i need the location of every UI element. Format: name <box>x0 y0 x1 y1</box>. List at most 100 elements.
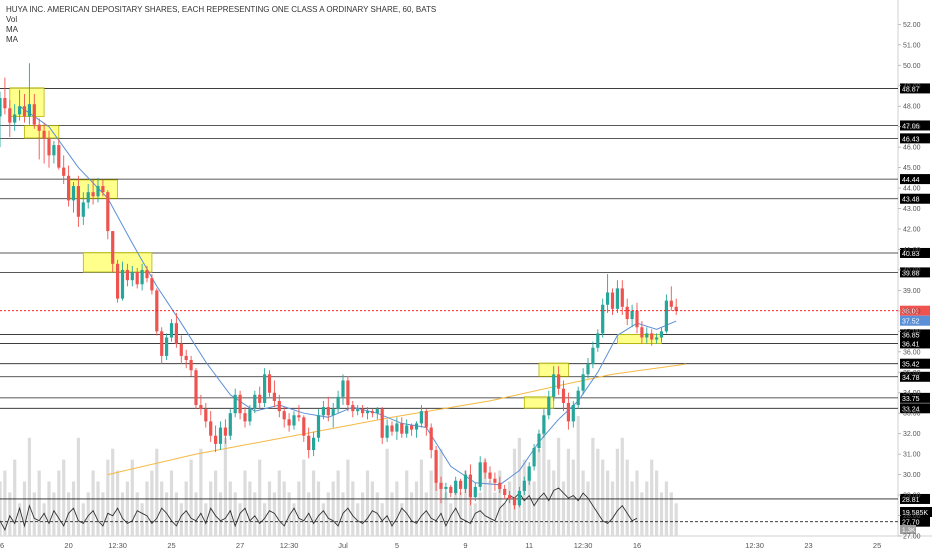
candle-body[interactable] <box>370 411 374 414</box>
candle-body[interactable] <box>282 411 286 420</box>
candle-body[interactable] <box>341 380 345 397</box>
candle-body[interactable] <box>351 405 355 412</box>
candle-body[interactable] <box>463 474 468 489</box>
candle-body[interactable] <box>586 364 590 375</box>
candle-body[interactable] <box>591 347 595 365</box>
candle-body[interactable] <box>405 425 409 434</box>
candle-body[interactable] <box>346 380 350 406</box>
candle-body[interactable] <box>561 388 566 403</box>
candle-body[interactable] <box>434 450 438 483</box>
candle-body[interactable] <box>571 405 575 422</box>
candle-body[interactable] <box>581 374 585 391</box>
candle-body[interactable] <box>86 192 90 203</box>
candle-body[interactable] <box>395 423 399 432</box>
candle-body[interactable] <box>312 437 316 451</box>
candle-body[interactable] <box>272 392 276 401</box>
candle-body[interactable] <box>356 409 360 412</box>
candle-body[interactable] <box>253 394 257 410</box>
candle-body[interactable] <box>248 409 252 422</box>
candle-body[interactable] <box>199 405 203 410</box>
candle-body[interactable] <box>101 186 105 193</box>
candle-body[interactable] <box>517 490 521 506</box>
candle-body[interactable] <box>522 480 526 491</box>
candle-body[interactable] <box>650 333 654 340</box>
candle-body[interactable] <box>140 269 144 285</box>
candle-body[interactable] <box>493 478 497 483</box>
candle-body[interactable] <box>483 462 487 473</box>
candle-body[interactable] <box>13 114 17 123</box>
candle-body[interactable] <box>365 411 370 414</box>
candle-body[interactable] <box>385 425 389 438</box>
candle-body[interactable] <box>321 407 325 416</box>
candle-body[interactable] <box>277 400 281 412</box>
candle-body[interactable] <box>508 495 512 500</box>
candle-body[interactable] <box>76 186 80 217</box>
candle-body[interactable] <box>267 374 272 393</box>
candle-body[interactable] <box>263 374 267 403</box>
candle-body[interactable] <box>635 310 639 328</box>
candle-body[interactable] <box>488 472 492 479</box>
supply-demand-zone[interactable] <box>24 125 60 139</box>
candle-body[interactable] <box>527 466 531 481</box>
candle-body[interactable] <box>218 427 223 444</box>
candle-body[interactable] <box>57 145 61 168</box>
candle-body[interactable] <box>473 486 477 498</box>
candle-body[interactable] <box>52 145 56 156</box>
candle-body[interactable] <box>160 331 164 356</box>
candle-body[interactable] <box>625 306 629 320</box>
candle-body[interactable] <box>91 192 95 197</box>
candle-body[interactable] <box>439 482 443 489</box>
candle-body[interactable] <box>449 486 453 494</box>
candle-body[interactable] <box>576 390 580 406</box>
candle-body[interactable] <box>615 288 619 309</box>
candle-body[interactable] <box>32 104 36 125</box>
candle-body[interactable] <box>179 343 183 356</box>
candle-body[interactable] <box>27 104 31 117</box>
candle-body[interactable] <box>18 106 22 115</box>
candle-body[interactable] <box>81 202 85 217</box>
candle-body[interactable] <box>47 138 51 156</box>
candle-body[interactable] <box>243 413 247 422</box>
candle-body[interactable] <box>307 435 311 451</box>
candle-body[interactable] <box>512 499 517 506</box>
candle-body[interactable] <box>174 323 178 344</box>
supply-demand-zone[interactable] <box>523 396 555 409</box>
candle-body[interactable] <box>228 413 232 436</box>
candle-body[interactable] <box>659 331 664 338</box>
candle-body[interactable] <box>547 396 551 416</box>
candle-body[interactable] <box>429 427 433 451</box>
candle-body[interactable] <box>444 486 448 489</box>
candle-body[interactable] <box>194 370 198 406</box>
candle-body[interactable] <box>326 407 330 416</box>
candle-body[interactable] <box>150 278 154 291</box>
candle-body[interactable] <box>331 409 335 416</box>
candle-body[interactable] <box>125 269 129 281</box>
candle-body[interactable] <box>0 98 2 117</box>
candle-body[interactable] <box>145 269 149 279</box>
candle-body[interactable] <box>297 415 301 418</box>
candle-body[interactable] <box>454 480 458 494</box>
candle-body[interactable] <box>414 423 419 430</box>
candle-body[interactable] <box>674 306 678 311</box>
candle-body[interactable] <box>184 355 188 360</box>
candle-body[interactable] <box>223 427 227 436</box>
candle-body[interactable] <box>400 423 404 434</box>
supply-demand-zone[interactable] <box>617 334 662 345</box>
candle-body[interactable] <box>165 337 169 356</box>
candle-body[interactable] <box>498 482 502 489</box>
candle-body[interactable] <box>233 394 237 414</box>
candle-body[interactable] <box>532 448 536 467</box>
candle-body[interactable] <box>361 409 365 414</box>
candle-body[interactable] <box>316 415 321 438</box>
candle-body[interactable] <box>120 269 125 299</box>
candle-body[interactable] <box>537 433 541 448</box>
candle-body[interactable] <box>655 337 659 340</box>
candle-body[interactable] <box>606 292 610 305</box>
candle-body[interactable] <box>630 310 634 320</box>
candle-body[interactable] <box>596 333 600 348</box>
candle-body[interactable] <box>459 480 463 489</box>
candle-body[interactable] <box>380 409 384 438</box>
candle-body[interactable] <box>214 435 218 444</box>
candle-body[interactable] <box>419 411 423 424</box>
candle-body[interactable] <box>375 409 379 414</box>
